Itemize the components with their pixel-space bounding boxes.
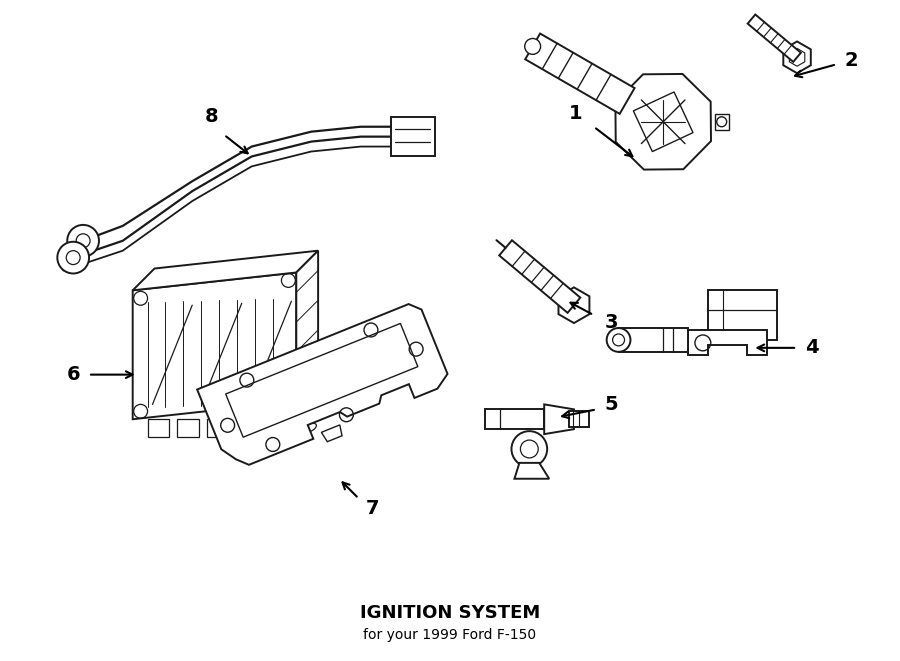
Circle shape bbox=[68, 225, 99, 256]
Polygon shape bbox=[132, 251, 318, 290]
Polygon shape bbox=[296, 251, 318, 401]
Text: 5: 5 bbox=[605, 395, 618, 414]
Polygon shape bbox=[715, 114, 729, 130]
Circle shape bbox=[58, 242, 89, 274]
Polygon shape bbox=[616, 74, 711, 170]
Polygon shape bbox=[526, 34, 634, 114]
Bar bbox=[618, 328, 688, 352]
Polygon shape bbox=[783, 42, 811, 73]
Polygon shape bbox=[515, 463, 549, 479]
Polygon shape bbox=[132, 272, 296, 419]
Bar bbox=[177, 419, 199, 437]
Polygon shape bbox=[748, 15, 801, 62]
Text: 4: 4 bbox=[806, 338, 819, 358]
Polygon shape bbox=[544, 405, 574, 434]
Circle shape bbox=[511, 431, 547, 467]
Circle shape bbox=[607, 328, 631, 352]
Ellipse shape bbox=[352, 403, 367, 412]
Text: IGNITION SYSTEM: IGNITION SYSTEM bbox=[360, 603, 540, 621]
Text: 7: 7 bbox=[366, 499, 380, 518]
Polygon shape bbox=[391, 117, 435, 157]
Bar bbox=[485, 409, 544, 429]
Circle shape bbox=[525, 38, 541, 54]
Bar bbox=[266, 419, 288, 437]
Bar bbox=[148, 419, 169, 437]
Text: 2: 2 bbox=[845, 51, 859, 70]
Bar bbox=[237, 419, 258, 437]
Polygon shape bbox=[569, 411, 589, 427]
Text: 6: 6 bbox=[67, 365, 80, 384]
Bar bbox=[707, 290, 778, 340]
Polygon shape bbox=[559, 288, 590, 323]
Polygon shape bbox=[321, 425, 342, 442]
Polygon shape bbox=[197, 304, 447, 465]
Text: 8: 8 bbox=[205, 107, 219, 126]
Polygon shape bbox=[688, 330, 768, 355]
Ellipse shape bbox=[302, 423, 317, 432]
Text: 3: 3 bbox=[605, 313, 618, 332]
Text: 1: 1 bbox=[569, 104, 582, 124]
Polygon shape bbox=[500, 240, 580, 313]
Text: for your 1999 Ford F-150: for your 1999 Ford F-150 bbox=[364, 629, 536, 642]
Bar bbox=[207, 419, 229, 437]
Polygon shape bbox=[226, 323, 418, 437]
